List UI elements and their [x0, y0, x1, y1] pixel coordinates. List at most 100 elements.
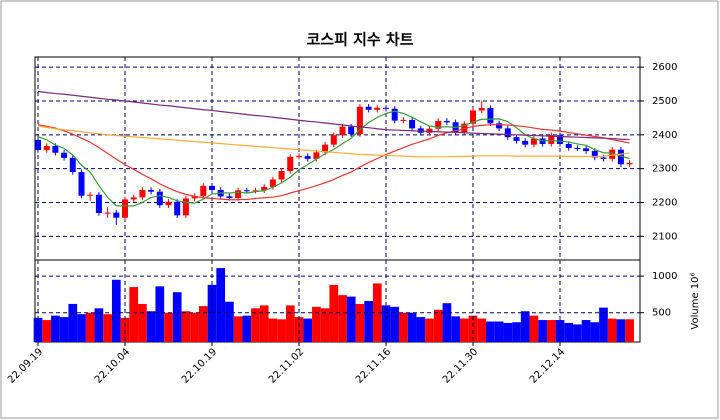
volume-bar: [42, 320, 52, 342]
candle-body: [356, 106, 363, 135]
candle-body: [95, 194, 102, 213]
candle-body: [374, 107, 381, 110]
volume-bar: [68, 303, 78, 342]
volume-bar: [312, 306, 321, 342]
y-tick-label: 1000: [652, 271, 677, 282]
candle-body: [148, 189, 155, 192]
volume-bar: [242, 315, 252, 342]
candle-body: [530, 138, 537, 145]
candle-body: [156, 191, 163, 206]
volume-bar: [416, 317, 426, 342]
candle-body: [435, 120, 442, 129]
volume-bar: [538, 320, 547, 342]
candle-body: [348, 126, 355, 135]
candle-body: [383, 107, 389, 109]
volume-bar: [172, 292, 182, 342]
volume-bar: [399, 312, 408, 342]
volume-bar: [625, 319, 634, 342]
volume-bar: [607, 318, 617, 342]
volume-bar: [338, 295, 347, 342]
candle-body: [617, 149, 624, 165]
volume-bar: [581, 320, 591, 342]
volume-bar: [520, 311, 530, 342]
volume-bar: [468, 315, 478, 342]
candle-body: [87, 194, 94, 196]
candle-body: [200, 185, 207, 197]
volume-bar: [51, 315, 60, 342]
candle-body: [278, 171, 285, 180]
candle-body: [330, 135, 337, 145]
chart-title: 코스피 지수 차트: [306, 31, 413, 49]
y-tick-label: 2500: [652, 96, 677, 107]
candle-body: [304, 156, 311, 159]
volume-bar: [285, 305, 295, 342]
volume-bar: [146, 311, 156, 342]
volume-bar: [573, 324, 582, 342]
plot-area: [34, 56, 641, 261]
volume-bar: [259, 305, 269, 342]
volume-bar: [346, 296, 356, 342]
candle-body: [139, 189, 146, 198]
candle-body: [443, 120, 450, 123]
candle-body: [426, 128, 433, 133]
volume-bar: [225, 301, 234, 342]
y-tick-label: 2400: [652, 130, 677, 141]
volume-bar: [233, 316, 243, 342]
candle-body: [261, 186, 268, 191]
volume-bar: [190, 312, 199, 342]
candle-body: [61, 152, 68, 158]
candle-body: [43, 145, 50, 151]
candle-body: [470, 110, 476, 124]
y-tick-label: 2100: [652, 231, 677, 242]
candle-body: [365, 106, 372, 110]
candle-body: [122, 199, 128, 218]
volume-bar: [616, 319, 626, 342]
candle-body: [235, 190, 242, 199]
volume-bar: [181, 311, 191, 342]
candle-body: [600, 157, 607, 159]
volume-bar: [372, 283, 382, 342]
candle-body: [322, 144, 329, 153]
candle-body: [35, 139, 41, 151]
volume-bar: [503, 322, 513, 342]
candle-body: [313, 152, 320, 159]
volume-bar: [85, 312, 95, 342]
volume-bar: [494, 321, 504, 342]
candle-body: [565, 143, 572, 149]
candle-body: [626, 162, 633, 165]
y-tick-label: 500: [652, 308, 671, 319]
candle-body: [69, 157, 76, 173]
candle-body: [487, 108, 494, 124]
volume-bar: [433, 309, 443, 342]
candle-body: [391, 108, 398, 121]
volume-bar: [277, 319, 286, 342]
candle-body: [287, 156, 294, 172]
moving-average-line: [37, 90, 630, 141]
candle-body: [478, 108, 485, 111]
volume-bar: [590, 322, 600, 342]
volume-bar: [138, 303, 147, 342]
y-tick-label: 2600: [652, 62, 677, 73]
volume-bar: [59, 317, 69, 342]
candle-body: [461, 123, 468, 133]
candle-body: [165, 201, 172, 206]
volume-bar: [390, 306, 400, 342]
candle-body: [609, 149, 616, 159]
candle-body: [182, 198, 189, 216]
candle-body: [583, 148, 590, 152]
candle-body: [130, 197, 137, 200]
candle-body: [243, 190, 250, 192]
volume-bar: [120, 317, 130, 342]
candle-body: [557, 135, 563, 144]
moving-average-line: [37, 110, 630, 207]
volume-bar: [546, 320, 556, 342]
candle-body: [409, 119, 416, 129]
volume-bar: [303, 318, 313, 342]
volume-bar: [216, 268, 226, 342]
candle-body: [104, 212, 111, 214]
y-tick-label: 2300: [652, 164, 677, 175]
candle-body: [113, 212, 120, 218]
volume-bar: [103, 314, 112, 342]
candle-body: [400, 119, 407, 121]
volume-bar: [355, 303, 365, 342]
